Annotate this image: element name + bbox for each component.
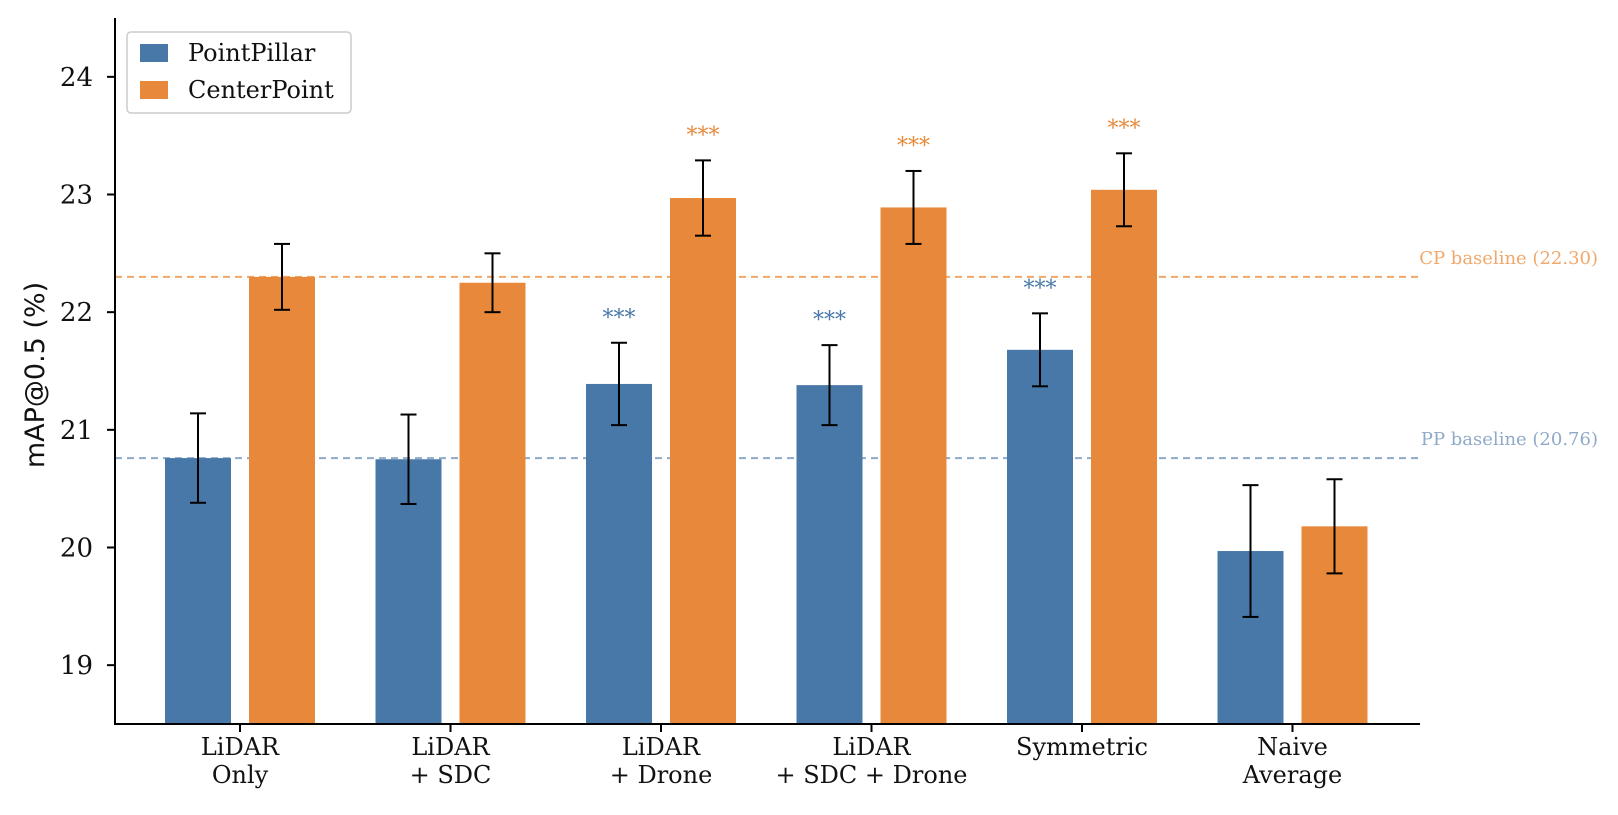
x-tick-label: Symmetric xyxy=(1016,733,1148,761)
x-tick-label-line: LiDAR xyxy=(832,733,911,761)
significance-label: *** xyxy=(813,308,846,333)
y-axis-label: mAP@0.5 (%) xyxy=(20,282,51,468)
error-bars-layer xyxy=(190,152,1343,618)
bar-centerpoint xyxy=(459,282,526,724)
x-tick-label: LiDAR + SDC xyxy=(410,733,492,789)
x-tick-label-line: Average xyxy=(1242,761,1342,789)
significance-label: *** xyxy=(1108,116,1141,141)
x-tick-label-line: Naive xyxy=(1257,733,1328,761)
bar-pointpillar xyxy=(586,383,652,724)
y-tick-label: 22 xyxy=(60,298,93,328)
significance-layer: *** *** *** *** *** *** xyxy=(603,116,1141,333)
significance-label: *** xyxy=(1024,276,1057,301)
bar-pointpillar xyxy=(796,385,863,724)
x-tick-label-line: LiDAR xyxy=(622,733,701,761)
bar-centerpoint xyxy=(880,207,947,724)
bar-centerpoint xyxy=(670,198,736,724)
y-tick-label: 24 xyxy=(60,63,93,93)
legend-label-centerpoint: CenterPoint xyxy=(188,76,334,104)
x-tick-label: LiDAR + Drone xyxy=(610,733,713,789)
legend: PointPillar CenterPoint xyxy=(126,31,352,114)
significance-label: *** xyxy=(687,123,720,148)
baseline-label-0: CP baseline (22.30) xyxy=(1419,248,1598,269)
legend-label-pointpillar: PointPillar xyxy=(188,39,316,67)
baseline-label-1: PP baseline (20.76) xyxy=(1421,429,1598,450)
x-tick-label-line: Only xyxy=(212,761,269,789)
legend-swatch-centerpoint xyxy=(140,81,168,99)
y-ticks: 19 20 21 22 23 24 xyxy=(60,63,115,681)
y-tick-label: 21 xyxy=(60,416,93,446)
x-tick-label: LiDAR + SDC + Drone xyxy=(776,733,968,789)
legend-swatch-pointpillar xyxy=(140,44,168,62)
y-tick-label: 23 xyxy=(60,181,93,211)
x-tick-label-line: LiDAR xyxy=(411,733,490,761)
x-tick-label-line: + Drone xyxy=(610,761,713,789)
x-tick-label-line: Symmetric xyxy=(1016,733,1148,761)
significance-label: *** xyxy=(897,134,930,159)
bar-centerpoint xyxy=(249,276,315,724)
x-tick-label-line: LiDAR xyxy=(201,733,280,761)
bar-centerpoint xyxy=(1091,189,1157,724)
x-tick-label-line: + SDC xyxy=(410,761,492,789)
bars-layer xyxy=(165,189,1368,724)
y-tick-label: 20 xyxy=(60,534,93,564)
baselines-layer: CP baseline (22.30) PP baseline (20.76) xyxy=(115,248,1598,460)
significance-label: *** xyxy=(603,306,636,331)
x-tick-label: LiDAR Only xyxy=(201,733,280,789)
x-tick-label: Naive Average xyxy=(1242,733,1342,789)
bar-pointpillar xyxy=(1007,349,1073,724)
legend-frame xyxy=(126,31,352,114)
y-tick-label: 19 xyxy=(60,651,93,681)
x-tick-label-line: + SDC + Drone xyxy=(776,761,968,789)
